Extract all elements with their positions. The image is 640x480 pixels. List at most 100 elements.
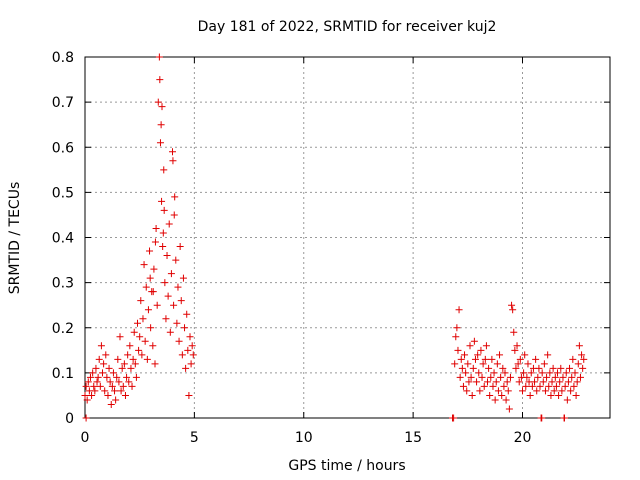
data-point bbox=[561, 382, 569, 390]
data-point bbox=[170, 301, 178, 309]
data-point bbox=[567, 387, 575, 395]
data-point bbox=[481, 355, 489, 363]
data-point bbox=[479, 360, 487, 368]
data-point bbox=[109, 369, 117, 377]
x-tick-label: 20 bbox=[514, 430, 532, 446]
data-point bbox=[132, 373, 140, 381]
data-point bbox=[117, 387, 125, 395]
data-point bbox=[515, 378, 523, 386]
data-point bbox=[527, 369, 535, 377]
data-point bbox=[474, 351, 482, 359]
chart-title: Day 181 of 2022, SRMTID for receiver kuj… bbox=[198, 19, 497, 35]
data-point bbox=[119, 382, 127, 390]
data-point bbox=[528, 382, 536, 390]
data-point bbox=[550, 387, 558, 395]
data-point bbox=[84, 378, 92, 386]
data-point bbox=[123, 373, 131, 381]
data-point bbox=[158, 103, 166, 111]
data-point bbox=[522, 382, 530, 390]
data-point bbox=[157, 121, 165, 129]
data-point bbox=[514, 360, 522, 368]
data-points bbox=[81, 53, 588, 422]
tick-marks bbox=[84, 56, 610, 419]
data-point bbox=[172, 256, 180, 264]
data-point bbox=[174, 283, 182, 291]
data-point bbox=[150, 265, 158, 273]
data-point bbox=[473, 378, 481, 386]
data-point bbox=[188, 342, 196, 350]
data-point bbox=[538, 369, 546, 377]
x-axis-label: GPS time / hours bbox=[288, 458, 405, 474]
data-point bbox=[461, 351, 469, 359]
data-point bbox=[487, 373, 495, 381]
data-point bbox=[555, 391, 563, 399]
data-point bbox=[136, 333, 144, 341]
data-point bbox=[498, 391, 506, 399]
data-point bbox=[526, 391, 534, 399]
data-point bbox=[573, 378, 581, 386]
data-point bbox=[185, 391, 193, 399]
data-point bbox=[139, 315, 147, 323]
data-point bbox=[494, 387, 502, 395]
data-point bbox=[118, 364, 126, 372]
y-tick-label: 0 bbox=[65, 411, 74, 427]
data-point bbox=[114, 355, 122, 363]
data-point bbox=[182, 364, 190, 372]
x-tick-label: 0 bbox=[81, 430, 90, 446]
data-point bbox=[177, 297, 185, 305]
data-point bbox=[146, 274, 154, 282]
data-point bbox=[500, 382, 508, 390]
data-point bbox=[463, 387, 471, 395]
data-point bbox=[580, 355, 588, 363]
data-point bbox=[470, 337, 478, 345]
data-point bbox=[564, 378, 572, 386]
data-point bbox=[143, 355, 151, 363]
data-point bbox=[540, 360, 548, 368]
data-point bbox=[142, 283, 150, 291]
data-point bbox=[574, 360, 582, 368]
y-tick-label: 0.8 bbox=[52, 50, 74, 66]
data-point bbox=[455, 306, 463, 314]
data-point bbox=[170, 211, 178, 219]
data-point bbox=[88, 391, 96, 399]
data-point bbox=[173, 319, 181, 327]
data-point bbox=[453, 324, 461, 332]
data-point bbox=[468, 391, 476, 399]
data-point bbox=[126, 342, 134, 350]
data-point bbox=[491, 396, 499, 404]
data-point bbox=[535, 364, 543, 372]
data-point bbox=[105, 364, 113, 372]
data-point bbox=[89, 369, 97, 377]
data-point bbox=[159, 229, 167, 237]
data-point bbox=[149, 342, 157, 350]
data-point bbox=[120, 360, 128, 368]
data-point bbox=[520, 369, 528, 377]
data-point bbox=[489, 382, 497, 390]
data-point bbox=[482, 342, 490, 350]
y-axis-label: SRMTID / TECUs bbox=[7, 182, 23, 295]
data-point bbox=[462, 369, 470, 377]
data-point bbox=[502, 396, 510, 404]
data-point bbox=[458, 364, 466, 372]
y-tick-label: 0.4 bbox=[52, 231, 74, 247]
data-point bbox=[504, 387, 512, 395]
data-point bbox=[477, 346, 485, 354]
data-point bbox=[569, 355, 577, 363]
data-point bbox=[464, 360, 472, 368]
data-point bbox=[156, 76, 164, 84]
data-point bbox=[81, 391, 89, 399]
data-point bbox=[523, 373, 531, 381]
data-point bbox=[532, 355, 540, 363]
data-point bbox=[125, 378, 133, 386]
data-point bbox=[506, 373, 514, 381]
data-point bbox=[162, 315, 170, 323]
data-point bbox=[493, 360, 501, 368]
data-point bbox=[179, 274, 187, 282]
data-point bbox=[559, 373, 567, 381]
data-point bbox=[509, 306, 517, 314]
data-point bbox=[563, 396, 571, 404]
data-point bbox=[551, 373, 559, 381]
tick-labels: 0 5 10 15 20 0 0.1 0.2 0.3 0.4 0.5 0.6 0.7 0.8 bbox=[52, 50, 532, 446]
data-point bbox=[165, 220, 173, 228]
data-point bbox=[568, 373, 576, 381]
